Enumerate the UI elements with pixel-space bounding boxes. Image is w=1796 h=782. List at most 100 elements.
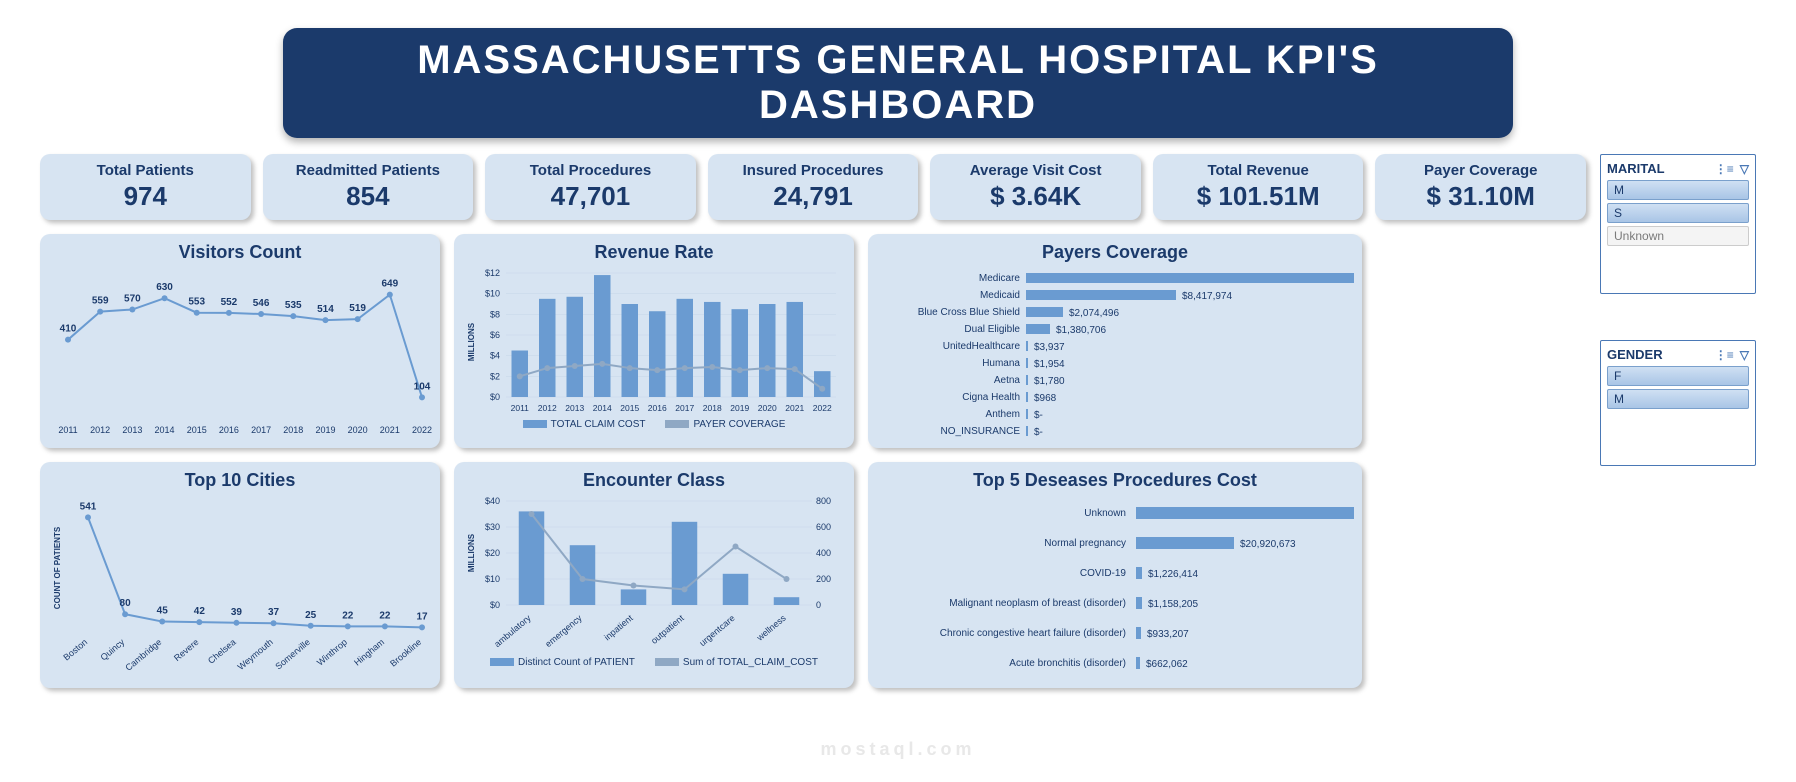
revenue-legend-line: PAYER COVERAGE — [693, 419, 785, 430]
kpi-value: 974 — [44, 181, 247, 212]
svg-text:$-: $- — [1034, 427, 1043, 438]
svg-text:Humana: Humana — [982, 358, 1020, 369]
gender-slicer[interactable]: GENDER ⋮≡ ▽ FM — [1600, 340, 1756, 466]
payers-chart: Payers Coverage Medicare$19,215,691Medic… — [868, 234, 1362, 448]
multiselect-icon[interactable]: ⋮≡ — [1715, 162, 1734, 176]
svg-text:ambulatory: ambulatory — [492, 613, 533, 650]
svg-text:2013: 2013 — [565, 403, 584, 413]
svg-text:649: 649 — [381, 279, 398, 290]
svg-text:2021: 2021 — [380, 425, 400, 435]
svg-text:37: 37 — [268, 607, 280, 618]
svg-text:559: 559 — [92, 296, 109, 307]
svg-text:2020: 2020 — [348, 425, 368, 435]
svg-text:2011: 2011 — [511, 403, 530, 413]
svg-text:Blue Cross Blue Shield: Blue Cross Blue Shield — [918, 307, 1020, 318]
svg-text:$8,417,974: $8,417,974 — [1182, 291, 1232, 302]
svg-text:$0: $0 — [490, 600, 500, 610]
slicer-item[interactable]: F — [1607, 366, 1749, 386]
kpi-card: Total Patients974 — [40, 154, 251, 220]
svg-text:MILLIONS: MILLIONS — [467, 533, 476, 572]
svg-text:$30: $30 — [485, 522, 500, 532]
svg-text:$1,380,706: $1,380,706 — [1056, 325, 1106, 336]
svg-text:104: 104 — [414, 381, 431, 392]
svg-text:$8: $8 — [490, 309, 500, 319]
svg-text:Medicare: Medicare — [979, 273, 1021, 284]
svg-text:$1,780: $1,780 — [1034, 376, 1065, 387]
svg-text:25: 25 — [305, 610, 317, 621]
svg-text:552: 552 — [221, 297, 238, 308]
svg-text:$1,226,414: $1,226,414 — [1148, 569, 1198, 580]
cities-title: Top 10 Cities — [48, 470, 432, 491]
kpi-card: Total Procedures47,701 — [485, 154, 696, 220]
svg-text:Boston: Boston — [61, 637, 89, 663]
svg-text:emergency: emergency — [543, 613, 584, 650]
svg-text:800: 800 — [816, 496, 831, 506]
svg-text:$933,207: $933,207 — [1147, 629, 1189, 640]
svg-text:NO_INSURANCE: NO_INSURANCE — [941, 426, 1021, 437]
revenue-chart: Revenue Rate $0$2$4$6$8$10$12MILLIONS201… — [454, 234, 854, 448]
svg-text:UnitedHealthcare: UnitedHealthcare — [943, 341, 1021, 352]
slicer-item[interactable]: S — [1607, 203, 1749, 223]
svg-text:570: 570 — [124, 294, 141, 305]
cities-chart: Top 10 Cities COUNT OF PATIENTS541804542… — [40, 462, 440, 688]
svg-text:22: 22 — [342, 610, 354, 621]
encounter-chart: Encounter Class $0$10$20$30$400200400600… — [454, 462, 854, 688]
svg-text:39: 39 — [231, 607, 243, 618]
diseases-chart: Top 5 Deseases Procedures Cost Unknown$7… — [868, 462, 1362, 688]
svg-text:519: 519 — [349, 303, 366, 314]
svg-text:COVID-19: COVID-19 — [1080, 568, 1127, 579]
diseases-title: Top 5 Deseases Procedures Cost — [876, 470, 1354, 491]
svg-text:Normal pregnancy: Normal pregnancy — [1044, 538, 1126, 549]
kpi-card: Average Visit Cost$ 3.64K — [930, 154, 1141, 220]
marital-slicer[interactable]: MARITAL ⋮≡ ▽ MS Unknown — [1600, 154, 1756, 294]
svg-text:2014: 2014 — [155, 425, 175, 435]
svg-text:600: 600 — [816, 522, 831, 532]
svg-text:$1,954: $1,954 — [1034, 359, 1065, 370]
kpi-card: Insured Procedures24,791 — [708, 154, 919, 220]
visitors-chart: Visitors Count 4105595706305535525465355… — [40, 234, 440, 448]
encounter-title: Encounter Class — [462, 470, 846, 491]
watermark: mostaql.com — [820, 739, 975, 760]
svg-text:2015: 2015 — [187, 425, 207, 435]
marital-slicer-title: MARITAL — [1607, 161, 1665, 176]
svg-text:2019: 2019 — [315, 425, 335, 435]
svg-text:$12: $12 — [485, 268, 500, 278]
svg-text:$3,937: $3,937 — [1034, 342, 1065, 353]
svg-text:Cigna Health: Cigna Health — [962, 392, 1020, 403]
kpi-label: Readmitted Patients — [267, 162, 470, 179]
svg-text:Dual Eligible: Dual Eligible — [964, 324, 1020, 335]
svg-text:2018: 2018 — [283, 425, 303, 435]
svg-text:Chelsea: Chelsea — [206, 637, 238, 666]
svg-text:2019: 2019 — [730, 403, 749, 413]
svg-text:2013: 2013 — [122, 425, 142, 435]
multiselect-icon[interactable]: ⋮≡ — [1715, 348, 1734, 362]
slicer-item[interactable]: Unknown — [1607, 226, 1749, 246]
dashboard-title: MASSACHUSETTS GENERAL HOSPITAL KPI'S DAS… — [283, 28, 1513, 138]
svg-text:Medicaid: Medicaid — [980, 290, 1020, 301]
svg-text:outpatient: outpatient — [649, 613, 686, 646]
svg-text:Hingham: Hingham — [352, 637, 386, 668]
svg-text:$6: $6 — [490, 330, 500, 340]
kpi-value: $ 31.10M — [1379, 181, 1582, 212]
kpi-label: Total Revenue — [1157, 162, 1360, 179]
svg-text:wellness: wellness — [754, 613, 788, 644]
svg-text:$20,920,673: $20,920,673 — [1240, 539, 1296, 550]
clear-filter-icon[interactable]: ▽ — [1740, 348, 1749, 362]
svg-text:MILLIONS: MILLIONS — [467, 322, 476, 361]
kpi-card: Total Revenue$ 101.51M — [1153, 154, 1364, 220]
svg-text:$2,074,496: $2,074,496 — [1069, 308, 1119, 319]
svg-text:$0: $0 — [490, 392, 500, 402]
svg-text:630: 630 — [156, 282, 173, 293]
svg-text:urgentcare: urgentcare — [697, 613, 736, 648]
slicer-item[interactable]: M — [1607, 389, 1749, 409]
svg-text:200: 200 — [816, 574, 831, 584]
svg-text:2022: 2022 — [412, 425, 432, 435]
svg-text:Quincy: Quincy — [99, 637, 127, 663]
svg-text:$10: $10 — [485, 574, 500, 584]
svg-text:Winthrop: Winthrop — [315, 637, 349, 668]
svg-text:2021: 2021 — [785, 403, 804, 413]
svg-text:Brookline: Brookline — [388, 637, 423, 669]
kpi-label: Insured Procedures — [712, 162, 915, 179]
clear-filter-icon[interactable]: ▽ — [1740, 162, 1749, 176]
slicer-item[interactable]: M — [1607, 180, 1749, 200]
